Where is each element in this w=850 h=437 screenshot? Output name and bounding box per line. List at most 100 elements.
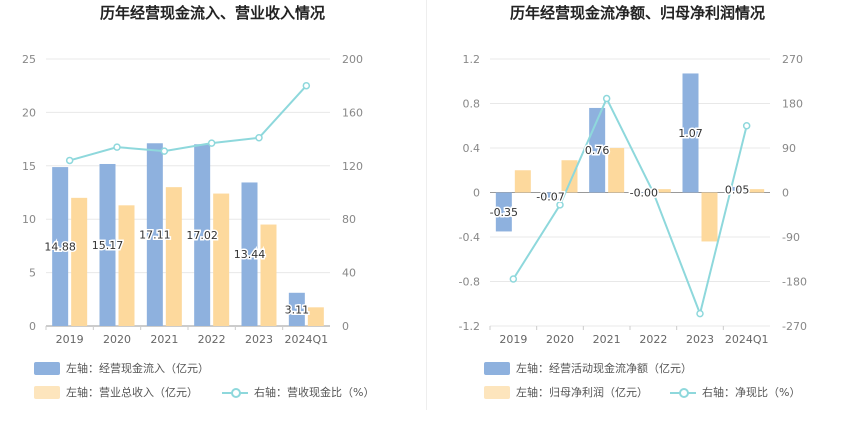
bar-series-2	[260, 224, 277, 326]
y-tick-right: 200	[342, 53, 363, 66]
bar-series-1	[682, 73, 699, 193]
y-tick-right: 270	[782, 53, 803, 66]
data-label: 1.07	[678, 127, 703, 140]
bar-series-2	[165, 187, 182, 326]
bar-series-1	[146, 143, 163, 326]
bar-series-1	[194, 144, 211, 326]
x-tick-label: 2022	[639, 333, 667, 346]
legend-swatch-blue	[34, 361, 60, 375]
bar-series-1	[635, 192, 652, 193]
data-label: 3.11	[285, 303, 310, 316]
line-series	[512, 96, 748, 317]
data-label: 13.44	[234, 248, 266, 261]
line-point	[65, 156, 74, 165]
bar-series-2	[561, 160, 578, 193]
legend-line-icon	[670, 386, 696, 399]
bar-series-2	[654, 189, 671, 193]
data-label: -0.35	[490, 206, 518, 219]
legend-item-net-profit[interactable]: 左轴：归母净利润（亿元）	[484, 384, 648, 400]
y-tick-right: -270	[782, 320, 807, 333]
data-label: -0.07	[536, 190, 564, 203]
line-point	[602, 94, 611, 103]
legend-item-net-cash-ratio[interactable]: 右轴：净现比（%）	[670, 384, 800, 400]
y-tick-right: 40	[342, 267, 356, 280]
y-tick-right: 0	[342, 320, 349, 333]
legend-item-cash-inflow[interactable]: 左轴：经营现金流入（亿元）	[34, 360, 209, 376]
y-tick-left: 15	[22, 160, 36, 173]
legend-label: 右轴：营收现金比（%）	[254, 386, 375, 399]
bar-series-2	[748, 189, 765, 193]
y-tick-right: 80	[342, 213, 356, 226]
y-tick-left: -0.4	[459, 231, 480, 244]
y-tick-right: 160	[342, 106, 363, 119]
bar-series-1	[495, 192, 512, 232]
line-point	[696, 309, 704, 318]
x-tick-label: 2023	[245, 333, 273, 346]
y-tick-left: 0.4	[463, 142, 481, 155]
y-tick-left: 20	[22, 106, 36, 119]
x-tick-label: 2022	[198, 333, 226, 346]
legend-label: 左轴：经营活动现金流净额（亿元）	[516, 362, 692, 375]
y-tick-left: -0.8	[459, 276, 480, 289]
line-point	[302, 81, 311, 90]
legend-item-revenue[interactable]: 左轴：营业总收入（亿元）	[34, 384, 198, 400]
data-label: -0.00	[630, 187, 658, 200]
line-point	[255, 134, 263, 142]
y-tick-right: -90	[782, 231, 800, 244]
line-point	[742, 122, 751, 130]
legend-swatch-blue	[484, 361, 510, 375]
x-tick-label: 2023	[686, 333, 714, 346]
bar-series-2	[307, 307, 324, 326]
bar-series-1	[99, 163, 116, 326]
bar-series-1	[729, 186, 746, 193]
y-tick-left: 25	[22, 53, 36, 66]
y-tick-right: 120	[342, 160, 363, 173]
x-tick-label: 2020	[103, 333, 131, 346]
legend-item-cash-ratio[interactable]: 右轴：营收现金比（%）	[222, 384, 374, 400]
data-label: 0.05	[725, 184, 750, 197]
line-point	[556, 201, 564, 209]
bar-series-1	[241, 182, 258, 326]
y-tick-right: 90	[782, 142, 796, 155]
chart-title-left: 历年经营现金流入、营业收入情况	[99, 4, 325, 22]
x-tick-label: 2024Q1	[725, 333, 769, 346]
legend-item-net-cash-flow[interactable]: 左轴：经营活动现金流净额（亿元）	[484, 360, 692, 376]
y-tick-left: 0.8	[463, 98, 481, 111]
line-point	[113, 143, 121, 151]
y-tick-left: 5	[29, 267, 36, 280]
bar-series-2	[608, 148, 625, 193]
x-tick-label: 2019	[499, 333, 527, 346]
y-tick-left: 1.2	[463, 53, 481, 66]
bar-series-2	[118, 205, 135, 326]
x-tick-label: 2020	[546, 333, 574, 346]
bar-series-2	[71, 197, 88, 326]
legend-swatch-orange	[34, 385, 60, 399]
legend-label: 左轴：经营现金流入（亿元）	[66, 362, 209, 375]
x-tick-label: 2021	[150, 333, 178, 346]
legend-line-icon	[222, 386, 248, 399]
bar-series-1	[288, 292, 305, 326]
y-tick-left: 10	[22, 213, 36, 226]
chart-left: 0 5 10 15 20 25 0 40 80 120 160 200 2019 2020 2021 2022…	[22, 53, 363, 346]
data-label: 15.17	[92, 239, 124, 252]
x-tick-label: 2019	[56, 333, 84, 346]
bar-series-2	[514, 170, 531, 193]
y-tick-left: 0	[29, 320, 36, 333]
data-label: 17.02	[186, 229, 218, 242]
legend-label: 右轴：净现比（%）	[702, 386, 801, 399]
y-tick-right: 0	[782, 187, 789, 200]
bar-series-2	[213, 193, 230, 326]
data-label: 0.76	[585, 144, 610, 157]
bar-series-2	[701, 192, 718, 242]
data-label: 17.11	[139, 229, 171, 242]
y-tick-right: -180	[782, 276, 807, 289]
panel-divider	[426, 0, 427, 410]
line-point	[207, 139, 216, 147]
line-point	[509, 275, 518, 283]
chart-title-right: 历年经营现金流净额、归母净利润情况	[509, 4, 765, 22]
y-tick-left: -1.2	[459, 320, 480, 333]
line-point	[160, 147, 169, 155]
data-label: 14.88	[44, 241, 76, 254]
